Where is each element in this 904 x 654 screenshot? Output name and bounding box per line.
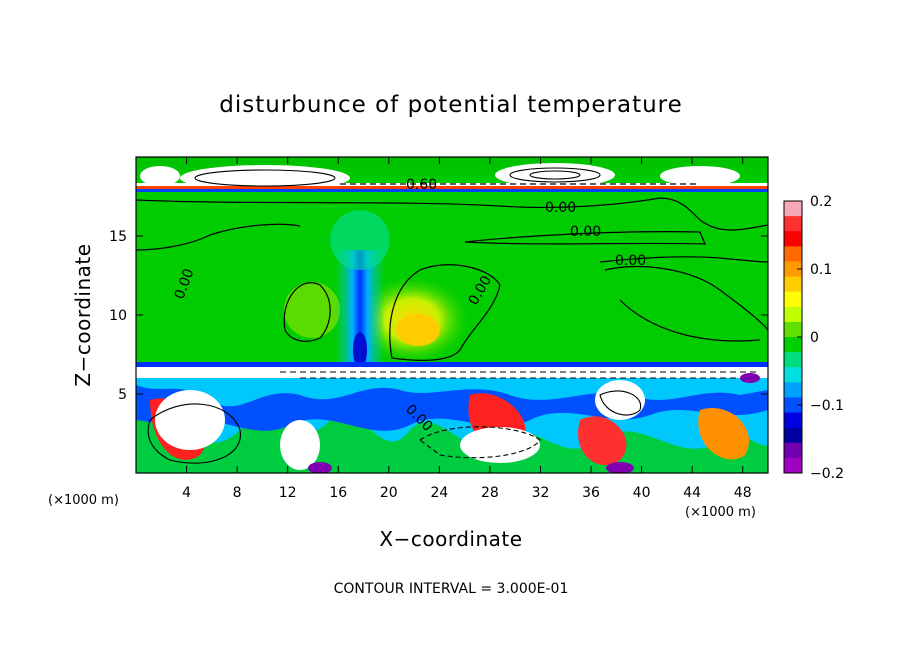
turbulence-white-2 <box>280 420 320 470</box>
colorbar-swatch <box>784 442 802 459</box>
turbulence-red-3 <box>578 416 627 466</box>
turbulence-white-3 <box>460 427 540 463</box>
colorbar-swatch <box>784 427 802 444</box>
contour-upper-loop-3 <box>529 170 581 180</box>
turbulence-orange-1 <box>698 408 749 460</box>
turbulence-purple-1 <box>308 462 332 473</box>
z-axis-unit: (×1000 m) <box>48 493 119 508</box>
contour-label-right: 0.00 <box>615 253 646 269</box>
contour-zero-upper <box>136 197 768 231</box>
x-tick-label: 20 <box>380 485 398 501</box>
x-tick-label: 44 <box>683 485 701 501</box>
colorbar-tick-label: −0.2 <box>810 466 844 482</box>
colorbar-swatch <box>784 246 802 262</box>
contour-label-top: 0.60 <box>406 177 437 193</box>
cool-column-core <box>353 332 367 368</box>
x-tick-label: 48 <box>734 485 752 501</box>
colorbar-swatch <box>784 352 802 368</box>
x-tick-label: 40 <box>633 485 651 501</box>
x-axis-ticks: 4 8 12 16 20 24 28 32 36 40 44 48 <box>182 157 752 501</box>
x-tick-label: 24 <box>430 485 448 501</box>
z-tick-label: 15 <box>109 229 127 245</box>
warm-patch-left <box>284 282 340 338</box>
colorbar-swatch <box>784 367 802 383</box>
x-tick-label: 36 <box>582 485 600 501</box>
colorbar-ticks: 0.2 0.1 0 −0.1 −0.2 <box>797 194 844 482</box>
contour-boundary-2 <box>419 426 541 459</box>
z-axis-label: Z−coordinate <box>71 243 95 386</box>
chart-title: disturbunce of potential temperature <box>219 92 683 118</box>
colorbar-swatch <box>784 412 802 429</box>
colorbar-swatch <box>784 216 802 232</box>
turbulence-purple-2 <box>606 462 634 473</box>
colorbar-swatch <box>784 457 802 474</box>
x-tick-label: 28 <box>481 485 499 501</box>
upper-white-blob-2 <box>495 163 615 187</box>
contour-upper-loop-1 <box>194 169 336 187</box>
turbulence-white-4 <box>595 380 645 420</box>
contour-upper-loop-2 <box>509 167 601 183</box>
colorbar-swatch <box>784 306 802 323</box>
upper-white-blob-3 <box>660 166 740 186</box>
colorbar <box>783 200 803 474</box>
x-tick-label: 32 <box>532 485 550 501</box>
colorbar-swatch <box>784 291 802 308</box>
contour-zero-right <box>599 256 768 263</box>
contour-boundary-3 <box>599 390 642 416</box>
x-tick-label: 12 <box>279 485 297 501</box>
upper-strip-red <box>136 186 768 189</box>
turbulence-white-1 <box>155 390 225 450</box>
cool-patch-top <box>330 210 390 270</box>
x-tick-label: 8 <box>233 485 242 501</box>
plot-field: 0.00 0.00 0.00 0.00 0.00 0.00 0.60 <box>136 157 768 473</box>
x-axis-unit: (×1000 m) <box>685 505 756 520</box>
colorbar-swatch <box>784 231 802 247</box>
contour-interval-note: CONTOUR INTERVAL = 3.000E-01 <box>334 581 569 597</box>
x-axis-label: X−coordinate <box>379 527 522 551</box>
colorbar-tick-label: 0 <box>810 330 819 346</box>
inversion-band-blue <box>136 362 768 367</box>
z-tick-label: 5 <box>118 387 127 403</box>
colorbar-swatch <box>784 337 802 353</box>
turbulence-purple-3 <box>740 373 760 383</box>
contour-label-upper: 0.00 <box>545 200 576 216</box>
warm-anomaly-core <box>396 314 440 346</box>
x-tick-label: 16 <box>329 485 347 501</box>
upper-white-blob-4 <box>140 166 180 186</box>
contour-zero-long <box>464 231 706 245</box>
contour-warm-loop <box>389 264 501 361</box>
z-axis-ticks: 5 10 15 <box>109 229 768 403</box>
colorbar-swatch <box>784 321 802 338</box>
colorbar-swatch <box>784 382 802 398</box>
colorbar-tick-label: 0.1 <box>810 262 832 278</box>
contour-boundary-1 <box>147 403 241 464</box>
colorbar-tick-label: −0.1 <box>810 398 844 414</box>
upper-strip-blue <box>136 189 768 192</box>
colorbar-tick-label: 0.2 <box>810 194 832 210</box>
contour-label-middle: 0.00 <box>570 224 601 240</box>
colorbar-swatch <box>784 397 802 414</box>
z-tick-label: 10 <box>109 308 127 324</box>
contour-right-loop <box>604 266 768 342</box>
colorbar-swatch <box>784 276 802 293</box>
contour-inversion-dashed <box>280 371 760 379</box>
contour-left-loop <box>283 282 331 342</box>
contour-zero-left <box>136 223 301 251</box>
colorbar-swatch <box>784 201 802 217</box>
colorbar-swatch <box>784 261 802 278</box>
x-tick-label: 4 <box>182 485 191 501</box>
